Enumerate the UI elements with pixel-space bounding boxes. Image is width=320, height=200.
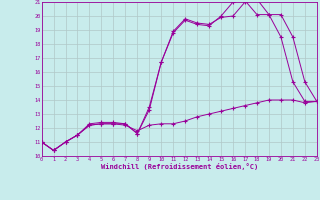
X-axis label: Windchill (Refroidissement éolien,°C): Windchill (Refroidissement éolien,°C): [100, 163, 258, 170]
